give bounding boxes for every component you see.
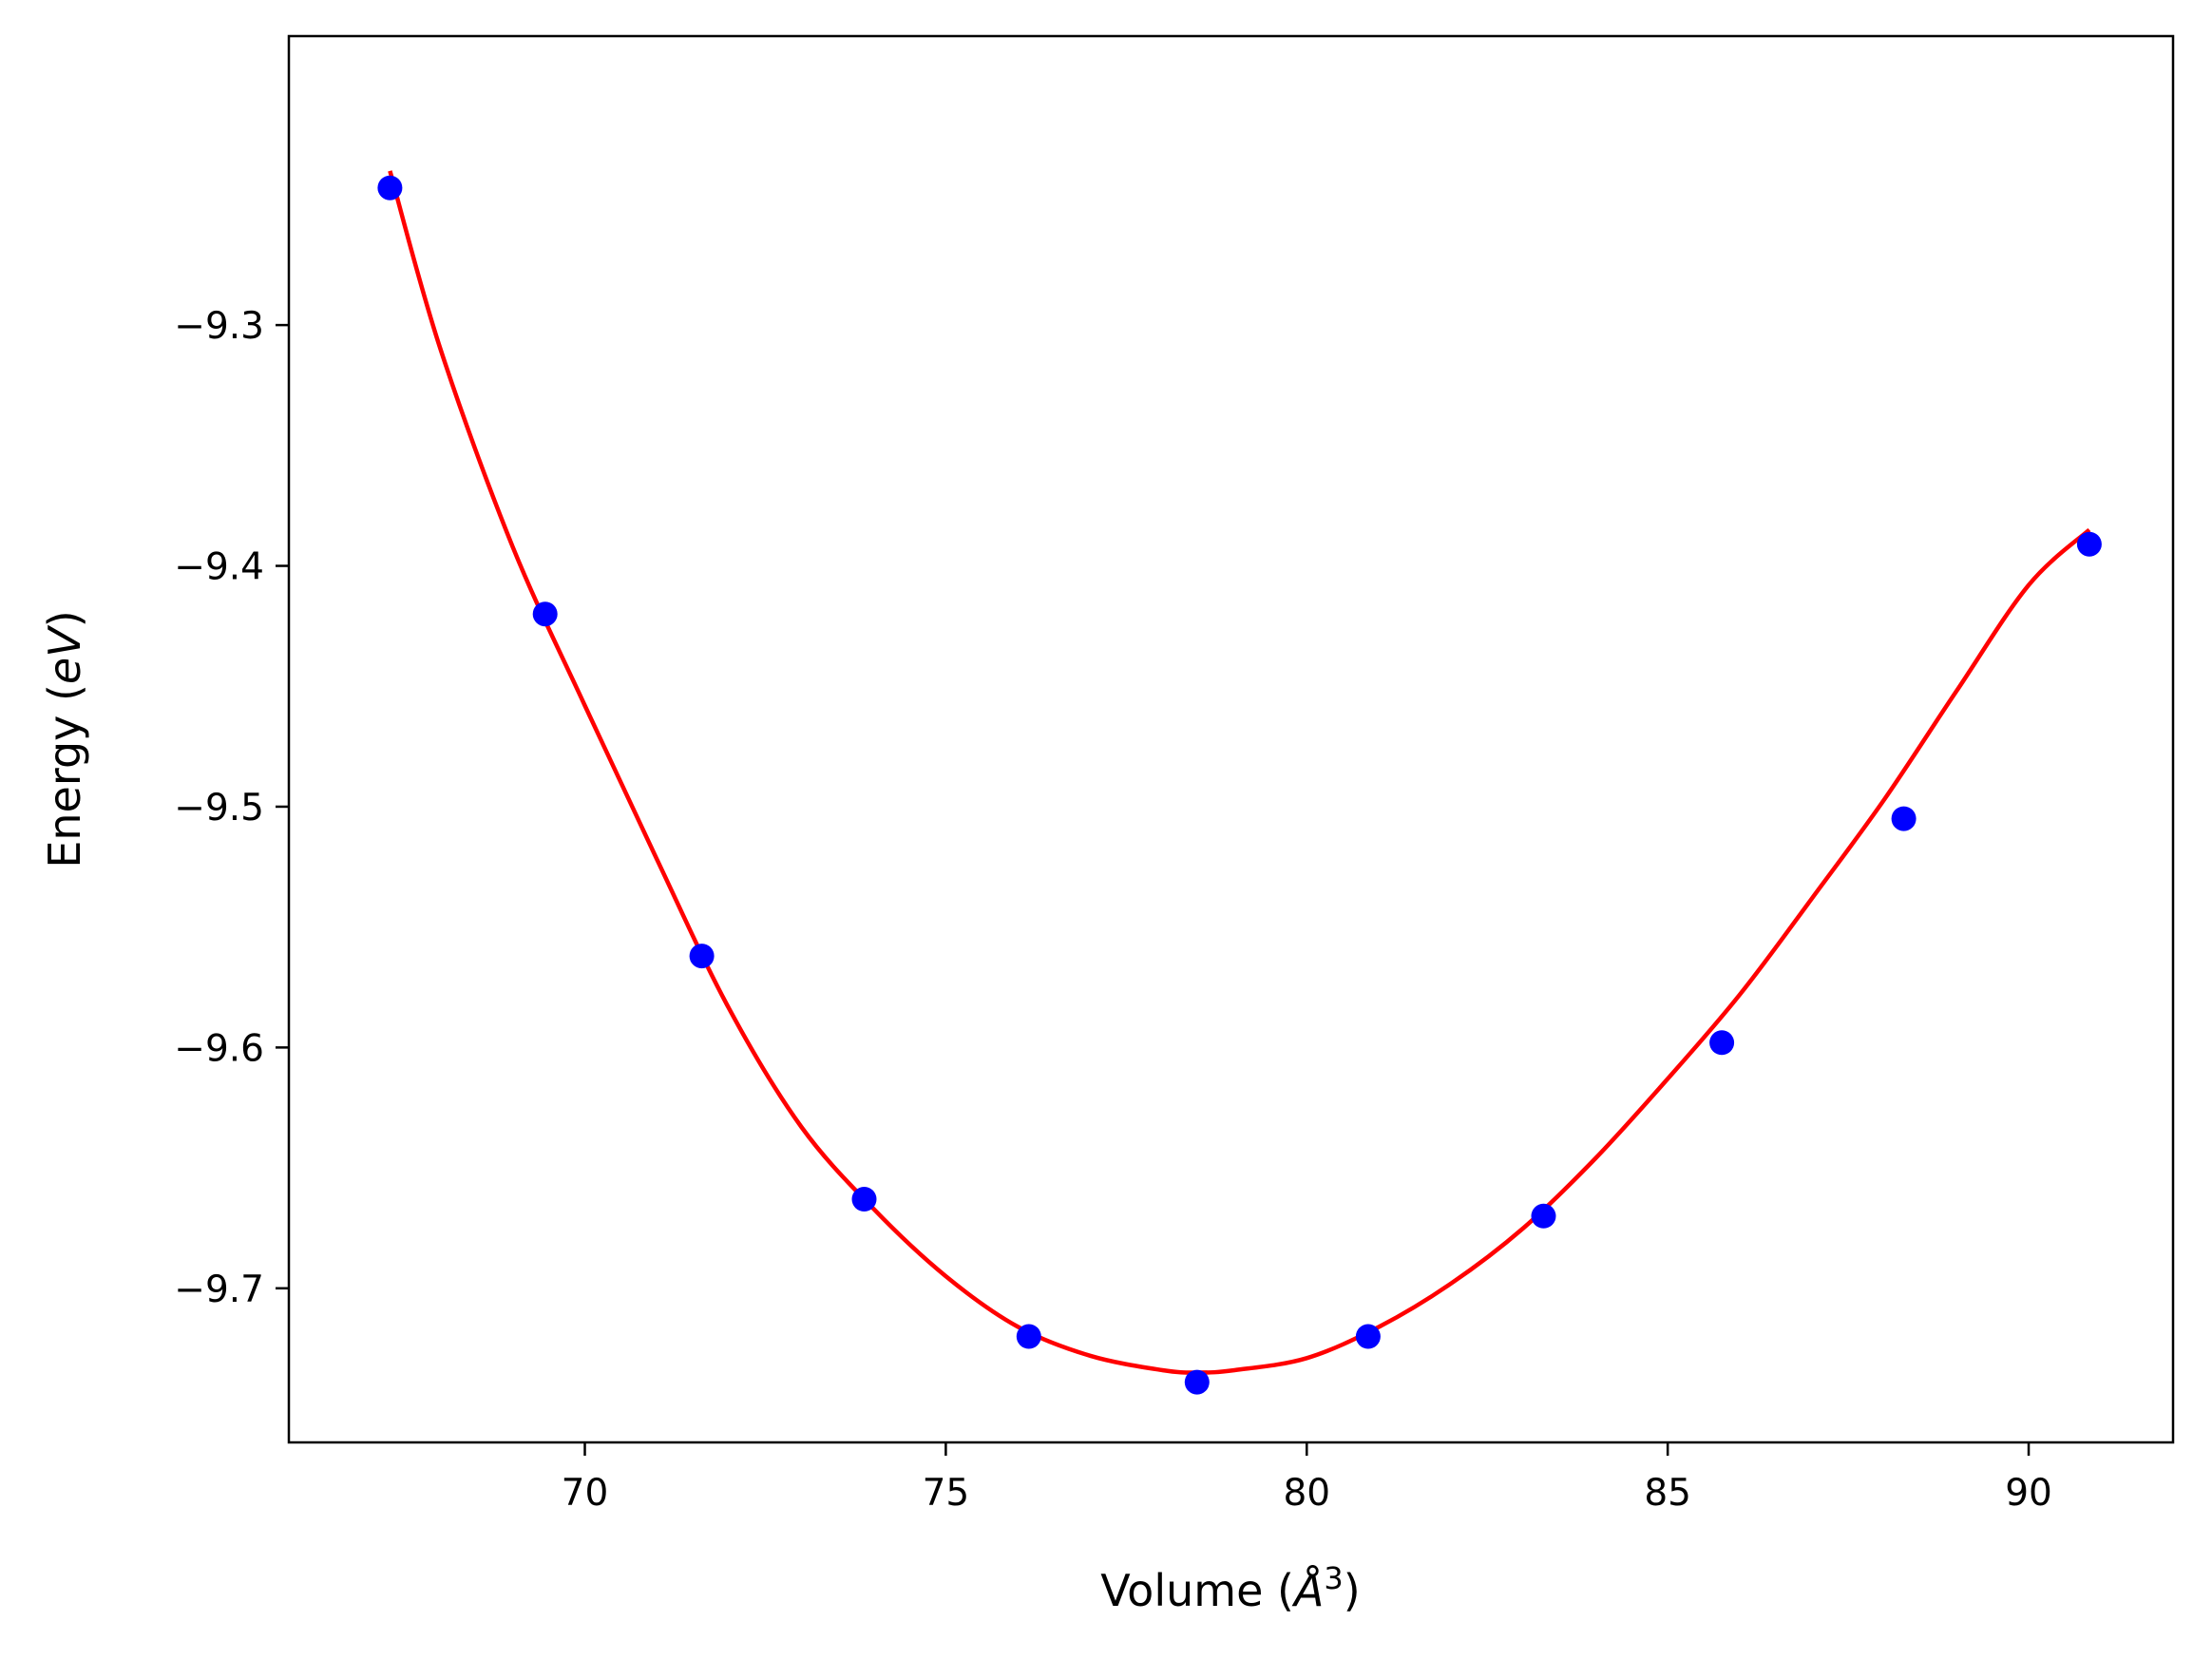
data-point: [1891, 806, 1916, 831]
data-point: [2076, 531, 2102, 557]
x-tick-label: 90: [2005, 1472, 2052, 1515]
data-point: [532, 601, 558, 627]
y-axis: −9.3 −9.4 −9.5 −9.6 −9.7: [174, 305, 289, 1311]
y-tick-label: −9.6: [174, 1027, 264, 1070]
y-tick-label: −9.4: [174, 546, 264, 589]
data-point: [1184, 1369, 1210, 1395]
data-point: [689, 944, 715, 969]
x-tick-label: 85: [1644, 1472, 1691, 1515]
data-point: [851, 1187, 877, 1212]
data-point: [377, 175, 403, 200]
y-axis-label: Energy (eV): [39, 610, 90, 868]
data-point: [1531, 1203, 1556, 1229]
data-point: [1709, 1030, 1735, 1056]
data-point: [1355, 1324, 1381, 1349]
y-tick-label: −9.7: [174, 1269, 264, 1311]
x-tick-label: 75: [923, 1472, 970, 1515]
data-point: [1016, 1324, 1041, 1349]
x-tick-label: 80: [1283, 1472, 1330, 1515]
plot-area: [377, 170, 2102, 1395]
y-tick-label: −9.3: [174, 305, 264, 348]
y-tick-label: −9.5: [174, 787, 264, 830]
x-tick-label: 70: [562, 1472, 609, 1515]
plot-frame: [287, 34, 2175, 1444]
x-axis: 70 75 80 85 90: [562, 1442, 2052, 1515]
x-axis-label: Volume (Å3): [1100, 1560, 1360, 1616]
